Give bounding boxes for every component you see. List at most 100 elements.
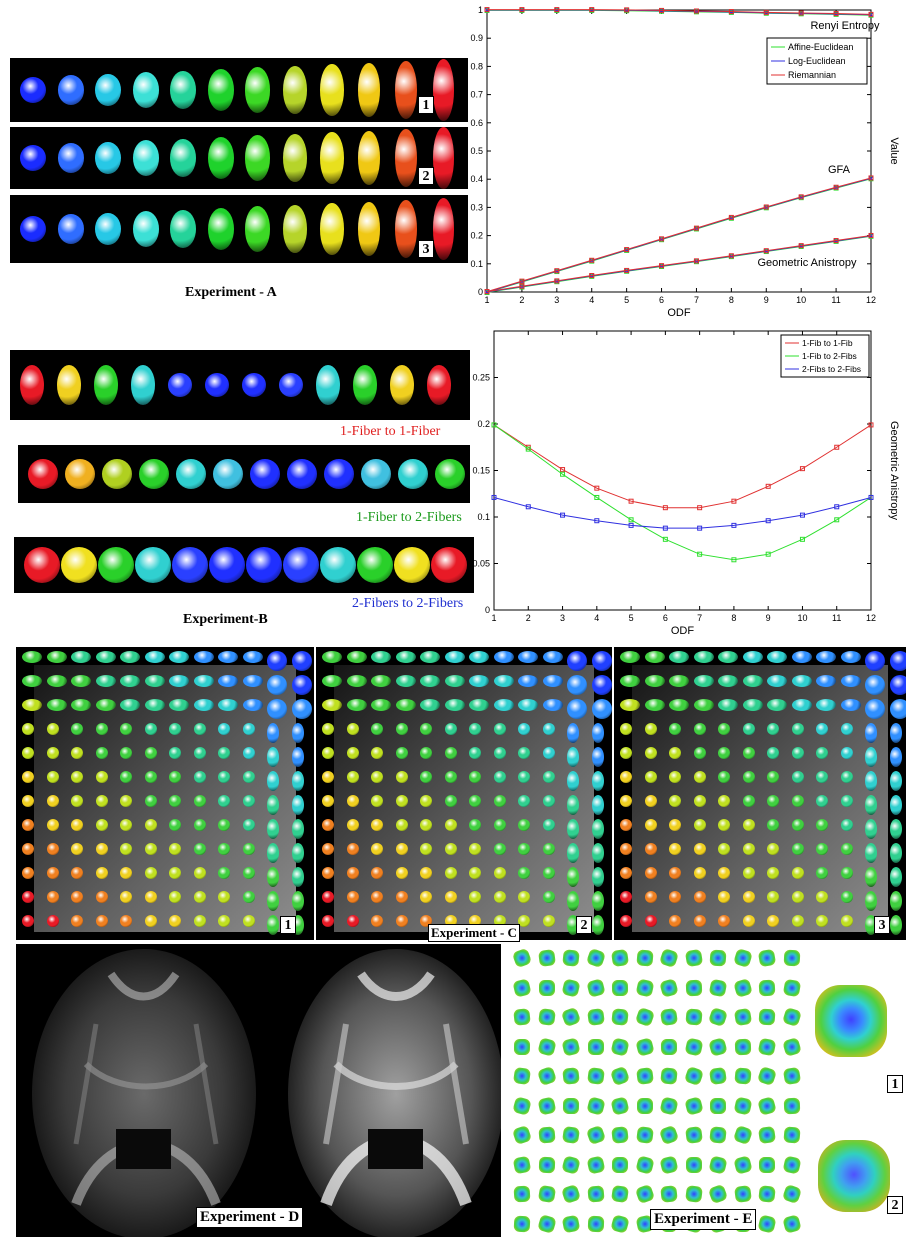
y-tick-label: 0.4: [470, 174, 483, 184]
odf-glyph: [644, 915, 657, 927]
annotation-label: GFA: [828, 164, 851, 176]
data-point: [628, 522, 634, 528]
odf-glyph: [169, 699, 189, 711]
odf-glyph: [635, 949, 654, 967]
data-point: [554, 278, 560, 284]
odf-glyph: [742, 795, 755, 807]
odf-glyph: [781, 1213, 802, 1234]
odf-glyph: [46, 819, 59, 831]
odf-glyph: [193, 651, 214, 663]
data-point: [594, 494, 600, 500]
odf-glyph: [840, 699, 861, 711]
odf-glyph: [889, 795, 902, 815]
odf-glyph: [322, 747, 334, 759]
odf-glyph: [168, 373, 192, 397]
odf-glyph: [71, 819, 83, 831]
data-point: [554, 7, 560, 13]
data-point: [519, 7, 525, 13]
odf-glyph: [718, 747, 730, 759]
odf-glyph: [24, 547, 60, 583]
odf-glyph: [207, 208, 234, 250]
odf-glyph: [542, 843, 555, 855]
odf-glyph: [742, 723, 755, 735]
odf-glyph: [707, 1183, 729, 1205]
odf-glyph: [493, 891, 506, 903]
odf-glyph: [242, 723, 255, 735]
odf-glyph: [22, 675, 42, 687]
odf-glyph: [371, 843, 383, 855]
odf-glyph: [634, 1006, 655, 1028]
odf-glyph: [586, 1155, 605, 1174]
odf-glyph: [469, 651, 489, 663]
odf-glyph: [322, 819, 334, 831]
odf-glyph: [781, 1036, 802, 1057]
odf-glyph: [193, 747, 206, 759]
x-tick-label: 11: [832, 613, 841, 623]
odf-glyph: [169, 651, 189, 663]
odf-glyph: [610, 1036, 630, 1057]
odf-glyph: [218, 723, 230, 735]
zoom-2-label: 2: [887, 1196, 903, 1214]
odf-glyph: [512, 1155, 532, 1174]
odf-glyph: [791, 651, 812, 663]
row-label-1fib-2fib: 1-Fiber to 2-Fibers: [356, 510, 462, 525]
odf-glyph: [469, 747, 481, 759]
odf-glyph: [620, 699, 640, 711]
row-label-2fib-2fib: 2-Fibers to 2-Fibers: [352, 596, 464, 611]
odf-glyph: [538, 979, 555, 996]
odf-glyph: [518, 915, 530, 927]
odf-glyph: [170, 209, 196, 249]
odf-glyph: [560, 1183, 582, 1205]
odf-glyph: [537, 1008, 556, 1026]
odf-glyph: [46, 867, 59, 879]
odf-glyph: [591, 723, 604, 743]
annotation-label: Renyi Entropy: [810, 20, 880, 32]
odf-glyph: [791, 699, 812, 711]
odf-glyph: [783, 1097, 800, 1114]
odf-glyph: [22, 819, 34, 831]
odf-glyph: [644, 867, 657, 879]
data-point: [491, 422, 497, 428]
data-point: [624, 267, 630, 273]
data-point: [868, 422, 874, 428]
odf-glyph: [395, 699, 416, 711]
odf-glyph: [567, 891, 579, 911]
odf-glyph: [346, 699, 367, 711]
odf-glyph: [469, 675, 489, 687]
odf-glyph: [283, 547, 319, 583]
odf-glyph: [193, 819, 206, 831]
odf-glyph: [144, 795, 157, 807]
odf-glyph: [395, 819, 408, 831]
odf-glyph: [493, 771, 506, 783]
odf-glyph: [585, 1095, 606, 1116]
odf-glyph: [169, 747, 181, 759]
odf-glyph: [718, 819, 730, 831]
odf-glyph: [644, 723, 657, 735]
odf-glyph: [420, 723, 432, 735]
x-tick-label: 9: [764, 295, 769, 305]
odf-glyph: [371, 891, 383, 903]
odf-glyph: [889, 771, 902, 791]
odf-glyph: [71, 867, 83, 879]
panel-2-label: 2: [576, 916, 592, 934]
odf-field-panel-2: [316, 647, 612, 940]
odf-glyph: [71, 891, 83, 903]
odf-glyph: [767, 915, 779, 927]
data-point: [763, 204, 769, 210]
odf-glyph: [644, 819, 657, 831]
odf-glyph: [537, 1126, 556, 1144]
data-point: [554, 268, 560, 274]
legend-label: 1-Fib to 2-Fibs: [802, 351, 857, 361]
odf-glyph: [782, 978, 801, 997]
odf-glyph: [95, 795, 108, 807]
x-tick-label: 3: [554, 295, 559, 305]
odf-glyph: [767, 771, 779, 783]
odf-glyph: [669, 747, 681, 759]
odf-glyph: [782, 1155, 801, 1174]
odf-glyph: [420, 867, 432, 879]
odf-glyph: [169, 723, 181, 735]
odf-glyph: [95, 915, 108, 927]
odf-glyph: [518, 747, 530, 759]
odf-glyph: [586, 1067, 605, 1085]
odf-glyph: [767, 747, 779, 759]
